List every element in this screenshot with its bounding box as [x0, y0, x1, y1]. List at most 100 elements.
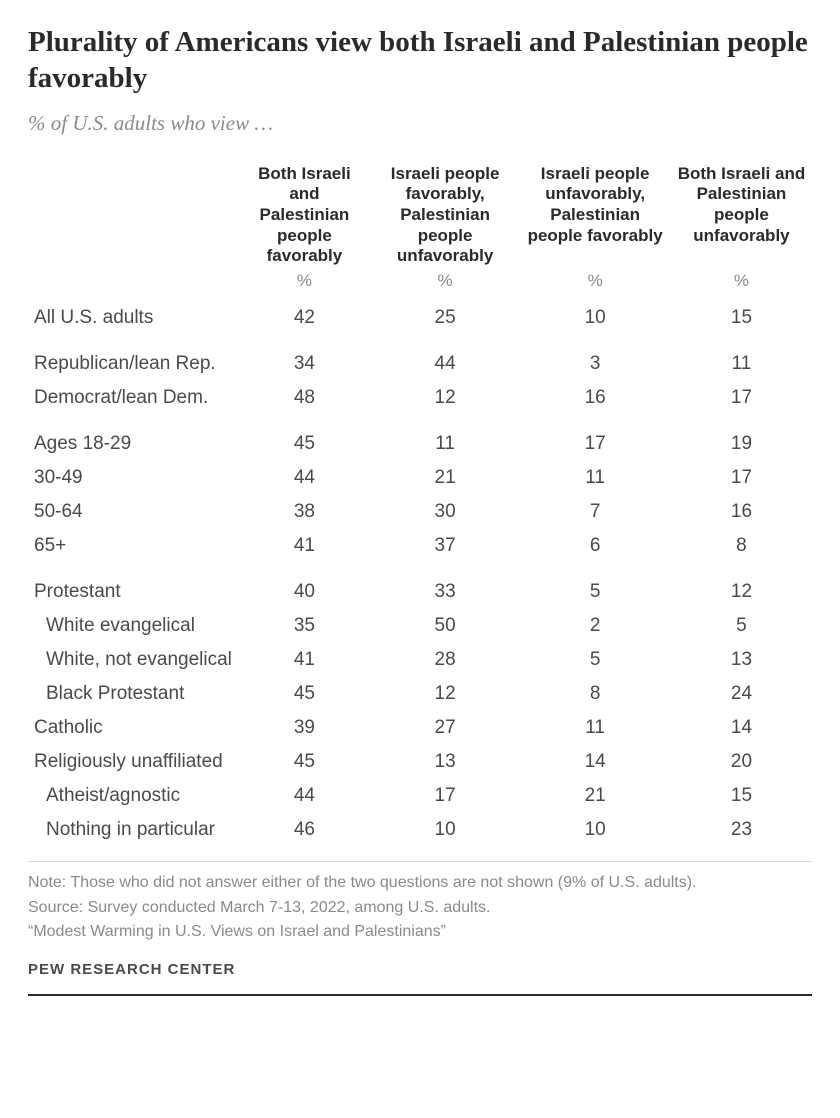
table-row: White evangelical355025: [28, 609, 812, 643]
row-label: Nothing in particular: [28, 813, 238, 847]
table-body: All U.S. adults42251015Republican/lean R…: [28, 301, 812, 847]
attribution: PEW RESEARCH CENTER: [28, 961, 812, 996]
table-row: Black Protestant4512824: [28, 677, 812, 711]
table-row: 30-4944211117: [28, 461, 812, 495]
note-text: Note: Those who did not answer either of…: [28, 872, 812, 894]
data-cell: 46: [238, 813, 371, 847]
header-col-3: Israeli people unfavorably, Palestinian …: [519, 158, 671, 272]
data-cell: 21: [371, 461, 520, 495]
data-cell: 5: [519, 643, 671, 677]
data-cell: 33: [371, 563, 520, 609]
data-cell: 44: [238, 779, 371, 813]
data-cell: 17: [371, 779, 520, 813]
data-cell: 35: [238, 609, 371, 643]
data-cell: 17: [519, 415, 671, 461]
data-cell: 13: [671, 643, 812, 677]
data-cell: 41: [238, 529, 371, 563]
data-cell: 17: [671, 381, 812, 415]
data-cell: 44: [371, 335, 520, 381]
row-label: Atheist/agnostic: [28, 779, 238, 813]
table-row: Religiously unaffiliated45131420: [28, 745, 812, 779]
data-cell: 15: [671, 779, 812, 813]
data-cell: 41: [238, 643, 371, 677]
data-cell: 14: [671, 711, 812, 745]
data-cell: 20: [671, 745, 812, 779]
pct-empty: [28, 271, 238, 301]
row-label: White evangelical: [28, 609, 238, 643]
pct-row: % % % %: [28, 271, 812, 301]
table-row: Republican/lean Rep.3444311: [28, 335, 812, 381]
chart-title: Plurality of Americans view both Israeli…: [28, 24, 812, 97]
data-cell: 48: [238, 381, 371, 415]
data-table: Both Israeli and Palestinian people favo…: [28, 158, 812, 848]
data-cell: 11: [671, 335, 812, 381]
table-row: 65+413768: [28, 529, 812, 563]
table-row: Atheist/agnostic44172115: [28, 779, 812, 813]
row-label: Republican/lean Rep.: [28, 335, 238, 381]
row-label: Religiously unaffiliated: [28, 745, 238, 779]
data-cell: 11: [519, 461, 671, 495]
table-row: Nothing in particular46101023: [28, 813, 812, 847]
table-row: White, not evangelical4128513: [28, 643, 812, 677]
data-cell: 10: [519, 813, 671, 847]
row-label: Catholic: [28, 711, 238, 745]
row-label: 30-49: [28, 461, 238, 495]
data-cell: 8: [671, 529, 812, 563]
data-cell: 17: [671, 461, 812, 495]
data-cell: 3: [519, 335, 671, 381]
report-text: “Modest Warming in U.S. Views on Israel …: [28, 921, 812, 943]
row-label: All U.S. adults: [28, 301, 238, 335]
data-cell: 42: [238, 301, 371, 335]
pct-1: %: [238, 271, 371, 301]
header-row: Both Israeli and Palestinian people favo…: [28, 158, 812, 272]
data-cell: 12: [371, 677, 520, 711]
table-row: All U.S. adults42251015: [28, 301, 812, 335]
data-cell: 16: [519, 381, 671, 415]
row-label: 50-64: [28, 495, 238, 529]
header-empty: [28, 158, 238, 272]
row-label: Democrat/lean Dem.: [28, 381, 238, 415]
header-col-1: Both Israeli and Palestinian people favo…: [238, 158, 371, 272]
data-cell: 27: [371, 711, 520, 745]
data-cell: 44: [238, 461, 371, 495]
table-row: Democrat/lean Dem.48121617: [28, 381, 812, 415]
source-text: Source: Survey conducted March 7-13, 202…: [28, 897, 812, 919]
row-label: Ages 18-29: [28, 415, 238, 461]
data-cell: 37: [371, 529, 520, 563]
data-cell: 19: [671, 415, 812, 461]
notes-section: Note: Those who did not answer either of…: [28, 861, 812, 943]
row-label: Black Protestant: [28, 677, 238, 711]
pct-2: %: [371, 271, 520, 301]
data-cell: 10: [519, 301, 671, 335]
data-cell: 10: [371, 813, 520, 847]
table-row: Catholic39271114: [28, 711, 812, 745]
data-cell: 23: [671, 813, 812, 847]
data-cell: 28: [371, 643, 520, 677]
header-col-4: Both Israeli and Palestinian people unfa…: [671, 158, 812, 272]
data-cell: 2: [519, 609, 671, 643]
data-cell: 38: [238, 495, 371, 529]
data-cell: 7: [519, 495, 671, 529]
pct-3: %: [519, 271, 671, 301]
table-row: 50-643830716: [28, 495, 812, 529]
data-cell: 40: [238, 563, 371, 609]
data-cell: 12: [371, 381, 520, 415]
data-cell: 15: [671, 301, 812, 335]
data-cell: 50: [371, 609, 520, 643]
row-label: 65+: [28, 529, 238, 563]
row-label: Protestant: [28, 563, 238, 609]
data-cell: 45: [238, 415, 371, 461]
data-cell: 8: [519, 677, 671, 711]
data-cell: 45: [238, 745, 371, 779]
data-cell: 12: [671, 563, 812, 609]
pct-4: %: [671, 271, 812, 301]
chart-subtitle: % of U.S. adults who view …: [28, 111, 812, 136]
header-col-2: Israeli people favorably, Palestinian pe…: [371, 158, 520, 272]
data-cell: 16: [671, 495, 812, 529]
table-row: Protestant4033512: [28, 563, 812, 609]
data-cell: 13: [371, 745, 520, 779]
data-cell: 6: [519, 529, 671, 563]
data-cell: 5: [519, 563, 671, 609]
data-cell: 25: [371, 301, 520, 335]
data-cell: 5: [671, 609, 812, 643]
